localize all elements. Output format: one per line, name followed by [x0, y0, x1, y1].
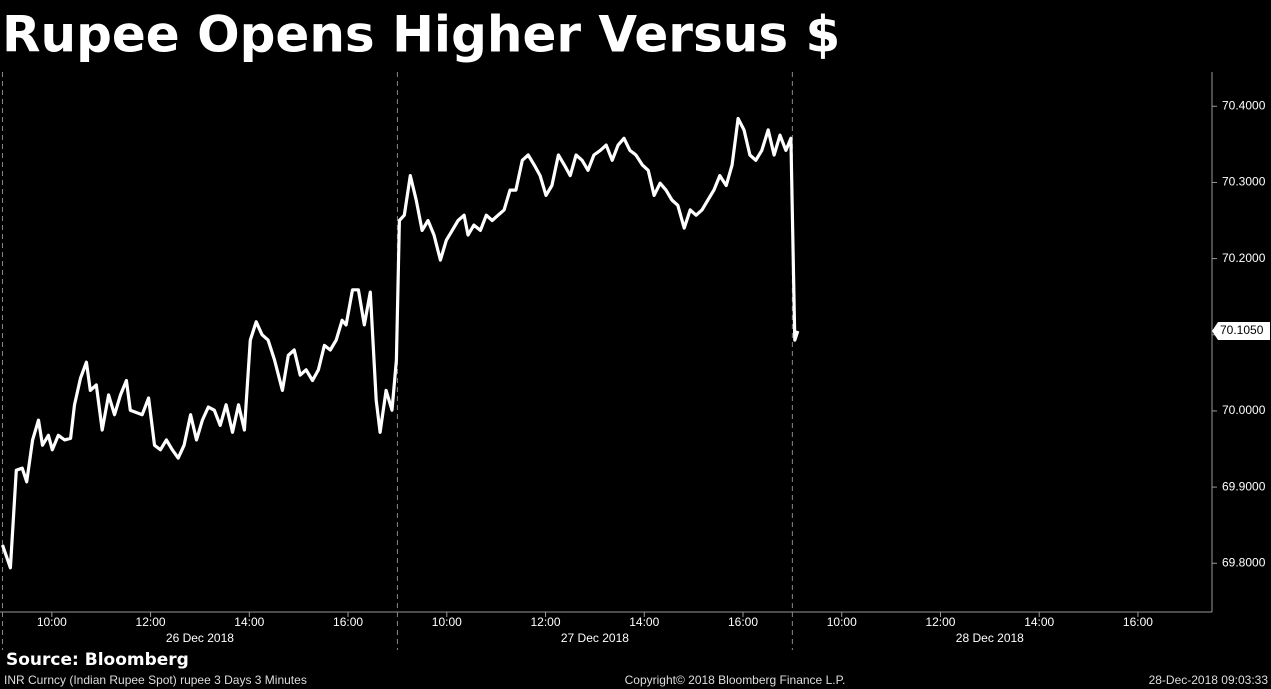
- y-tick-label: 70.2000: [1222, 251, 1266, 265]
- x-tick-label: 16:00: [333, 615, 363, 629]
- y-tick-label: 70.3000: [1222, 175, 1266, 189]
- source: Source: Bloomberg: [6, 650, 189, 670]
- x-group-label: 26 Dec 2018: [166, 631, 234, 645]
- y-tick-label: 69.8000: [1222, 555, 1266, 569]
- footer-right: 28-Dec-2018 09:03:33: [1149, 673, 1269, 687]
- x-tick-label: 10:00: [827, 615, 857, 629]
- last-price-label: 70.1050: [1220, 323, 1264, 337]
- price-line: [0, 116, 800, 570]
- x-tick-label: 16:00: [1123, 615, 1153, 629]
- x-tick-label: 10:00: [432, 615, 462, 629]
- x-tick-label: 12:00: [136, 615, 166, 629]
- y-tick-label: 70.0000: [1222, 403, 1266, 417]
- x-tick-label: 12:00: [531, 615, 561, 629]
- x-tick-label: 12:00: [925, 615, 955, 629]
- last-price-tag: [1212, 321, 1270, 340]
- x-tick-label: 14:00: [629, 615, 659, 629]
- x-group-label: 28 Dec 2018: [956, 631, 1024, 645]
- x-tick-label: 10:00: [37, 615, 67, 629]
- x-tick-label: 14:00: [1024, 615, 1054, 629]
- footer-center: Copyright© 2018 Bloomberg Finance L.P.: [625, 673, 846, 687]
- y-tick-label: 69.9000: [1222, 479, 1266, 493]
- x-group-label: 27 Dec 2018: [561, 631, 629, 645]
- chart-title: Rupee Opens Higher Versus $: [2, 6, 840, 64]
- y-tick-label: 70.4000: [1222, 98, 1266, 112]
- x-tick-label: 16:00: [728, 615, 758, 629]
- x-tick-label: 14:00: [234, 615, 264, 629]
- footer-left: INR Curncy (Indian Rupee Spot) rupee 3 D…: [4, 673, 307, 687]
